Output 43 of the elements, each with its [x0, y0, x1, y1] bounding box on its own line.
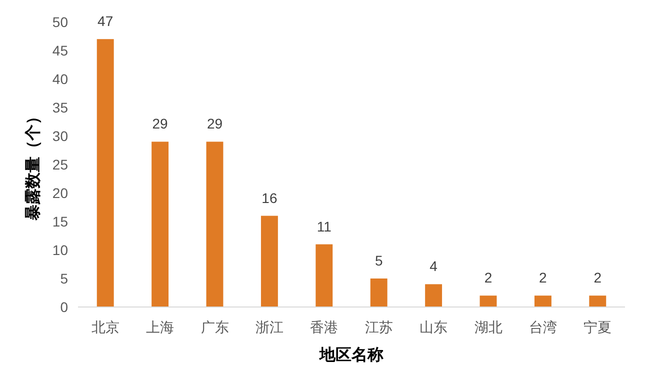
data-label: 5 [374, 252, 383, 268]
x-tick-label: 北京 [91, 319, 120, 335]
data-label: 47 [98, 13, 114, 30]
x-tick-label: 山东 [420, 319, 448, 335]
bar [425, 284, 442, 307]
data-label: 2 [594, 270, 602, 286]
y-tick-label: 10 [52, 242, 68, 258]
bar [370, 278, 388, 307]
data-label: 4 [430, 258, 438, 274]
y-tick-label: 45 [52, 42, 68, 58]
data-label: 2 [484, 270, 492, 286]
bar [589, 296, 606, 307]
x-tick-label: 上海 [146, 319, 174, 335]
data-label: 11 [316, 218, 332, 234]
y-tick-label: 50 [52, 14, 68, 30]
bar [316, 244, 333, 307]
y-tick-label: 35 [52, 100, 68, 116]
y-tick-label: 25 [52, 156, 68, 172]
bar [96, 39, 114, 307]
x-tick-label: 香港 [310, 319, 338, 335]
data-label: 29 [206, 116, 223, 132]
x-tick-label: 广东 [200, 319, 229, 335]
y-tick-label: 5 [60, 270, 68, 286]
bar [480, 296, 497, 307]
data-label: 2 [539, 270, 548, 286]
x-tick-label: 浙江 [255, 319, 284, 335]
y-tick-label: 0 [60, 299, 68, 315]
y-tick-label: 15 [52, 214, 68, 230]
data-label: 29 [152, 116, 168, 132]
y-tick-label: 40 [52, 71, 68, 87]
bar [206, 142, 224, 307]
y-axis-title: 暴露数量（个） [24, 108, 42, 222]
bar [534, 296, 552, 307]
x-axis-title: 地区名称 [318, 346, 384, 364]
x-tick-label: 湖北 [474, 319, 502, 335]
bar [152, 142, 169, 307]
x-tick-label: 台湾 [528, 319, 557, 335]
x-tick-label: 宁夏 [584, 319, 612, 335]
y-tick-label: 20 [52, 185, 68, 201]
x-tick-label: 江苏 [364, 319, 393, 335]
bar [260, 216, 278, 307]
y-tick-label: 30 [52, 128, 68, 144]
data-label: 16 [262, 190, 278, 206]
